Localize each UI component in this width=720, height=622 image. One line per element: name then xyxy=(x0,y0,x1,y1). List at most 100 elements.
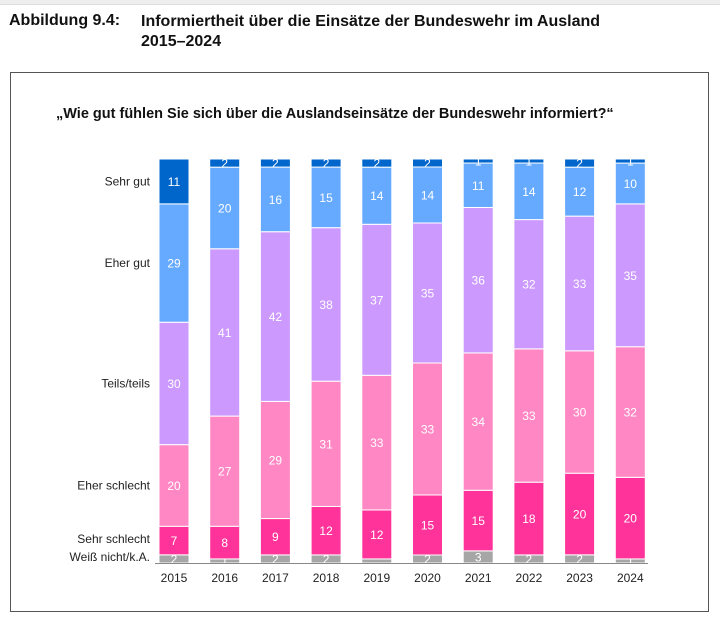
x-tick-label: 2019 xyxy=(363,571,390,585)
data-label: 2 xyxy=(576,552,583,566)
bar-segment xyxy=(361,158,393,168)
x-tick-label: 2015 xyxy=(161,571,188,585)
data-label: 32 xyxy=(624,406,638,420)
data-label: 16 xyxy=(269,193,283,207)
data-label: 38 xyxy=(319,298,333,312)
legend-label: Sehr schlecht xyxy=(77,532,150,546)
bar-segment xyxy=(158,321,190,446)
bar-segment xyxy=(513,219,545,350)
bar-segment xyxy=(614,203,646,348)
bar-segment xyxy=(513,162,545,221)
data-label: 2 xyxy=(323,157,330,171)
bar-segment xyxy=(361,166,393,225)
bar-segment xyxy=(259,158,291,168)
chart-frame xyxy=(10,72,709,612)
data-label: 2 xyxy=(576,157,583,171)
data-label: 33 xyxy=(573,277,587,291)
data-label: 10 xyxy=(624,177,638,191)
legend-label: Weiß nicht/k.A. xyxy=(70,550,150,564)
bar-segment xyxy=(361,509,393,560)
figure-title: Informiertheit über die Einsätze der Bun… xyxy=(141,12,701,52)
data-label: 1 xyxy=(475,155,482,169)
data-label: 15 xyxy=(472,514,486,528)
bar-segment xyxy=(513,348,545,483)
data-label: 36 xyxy=(472,274,486,288)
data-label: 15 xyxy=(421,519,435,533)
data-label: 30 xyxy=(167,377,181,391)
bar-segment xyxy=(462,158,494,164)
bar-segment xyxy=(412,166,443,224)
bar-segment xyxy=(259,400,291,520)
data-label: 2 xyxy=(526,552,533,566)
bar-segment xyxy=(614,162,646,205)
x-tick-label: 2024 xyxy=(617,571,644,585)
data-label: 31 xyxy=(319,437,333,451)
legend-label: Eher gut xyxy=(105,256,151,270)
bar-segment xyxy=(513,158,545,164)
x-tick-label: 2016 xyxy=(211,571,238,585)
data-label: 27 xyxy=(218,465,232,479)
data-label: 20 xyxy=(573,508,587,522)
data-label: 1 xyxy=(221,554,228,568)
data-label: 35 xyxy=(624,269,638,283)
data-label: 14 xyxy=(421,189,435,203)
x-tick-label: 2017 xyxy=(262,571,289,585)
data-label: 14 xyxy=(370,189,384,203)
bar-segment xyxy=(310,158,342,168)
bar-segment xyxy=(158,525,190,556)
data-label: 12 xyxy=(370,528,384,542)
bar-segment xyxy=(158,158,190,205)
x-tick-label: 2023 xyxy=(566,571,593,585)
data-label: 2 xyxy=(323,552,330,566)
bar-segment xyxy=(564,350,596,474)
bar-segment xyxy=(614,158,646,164)
bar-segment xyxy=(310,166,342,229)
data-label: 29 xyxy=(167,257,181,271)
bar-segment xyxy=(209,415,241,527)
bar-segment xyxy=(564,158,596,168)
legend-label: Eher schlecht xyxy=(77,478,150,492)
data-label: 3 xyxy=(475,550,482,564)
data-label: 2 xyxy=(221,157,228,171)
bar-segment xyxy=(209,158,241,168)
bar-segment xyxy=(614,346,646,478)
bar-segment xyxy=(412,362,443,496)
bar-segment xyxy=(462,162,494,208)
data-label: 12 xyxy=(573,185,587,199)
legend-label: Sehr gut xyxy=(105,174,151,188)
chart-title: „Wie gut fühlen Sie sich über die Auslan… xyxy=(56,106,614,122)
data-label: 2 xyxy=(171,552,178,566)
data-label: 35 xyxy=(421,287,435,301)
data-label: 42 xyxy=(269,310,283,324)
data-label: 20 xyxy=(167,479,181,493)
figure-title-line2: 2015–2024 xyxy=(141,33,222,50)
data-label: 2 xyxy=(272,552,279,566)
bar-segment xyxy=(310,505,342,556)
bar-segment xyxy=(158,203,190,323)
data-label: 2 xyxy=(424,157,431,171)
bar-segment xyxy=(209,525,241,560)
data-label: 33 xyxy=(370,436,384,450)
data-label: 8 xyxy=(221,536,228,550)
data-label: 14 xyxy=(522,185,536,199)
data-label: 2 xyxy=(272,157,279,171)
bar-segment xyxy=(361,374,393,511)
bar-segment xyxy=(564,166,596,217)
browser-top-bar xyxy=(0,0,720,5)
data-label: 9 xyxy=(272,530,279,544)
data-label: 12 xyxy=(319,524,333,538)
bar-segment xyxy=(462,352,494,491)
figure-number: Abbildung 9.4: xyxy=(9,12,121,29)
bar-segment xyxy=(361,558,393,564)
bar-segment xyxy=(259,166,291,233)
data-label: 32 xyxy=(522,278,536,292)
data-label: 7 xyxy=(171,534,178,548)
data-label: 1 xyxy=(526,155,533,169)
data-label: 37 xyxy=(370,293,384,307)
bar-segment xyxy=(259,231,291,402)
bar-segment xyxy=(259,518,291,556)
x-tick-label: 2018 xyxy=(313,571,340,585)
figure-title-line1: Informiertheit über die Einsätze der Bun… xyxy=(141,13,601,30)
data-label: 1 xyxy=(627,554,634,568)
data-label: 29 xyxy=(269,453,283,467)
